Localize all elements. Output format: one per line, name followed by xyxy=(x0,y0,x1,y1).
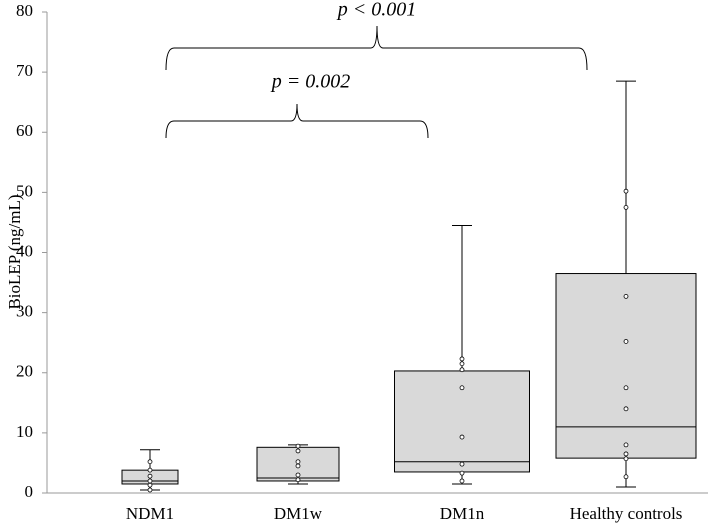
y-tick-label: 10 xyxy=(16,422,33,441)
y-tick-label: 80 xyxy=(16,1,33,20)
data-point xyxy=(147,482,153,488)
data-point xyxy=(147,467,153,473)
data-point xyxy=(623,406,629,412)
data-point xyxy=(623,188,629,194)
data-point xyxy=(623,339,629,344)
y-tick-label: 60 xyxy=(16,121,33,140)
data-point xyxy=(459,461,465,467)
data-point xyxy=(623,442,629,448)
data-point xyxy=(147,459,153,465)
data-point xyxy=(295,448,301,454)
data-point xyxy=(295,472,301,478)
y-tick-label: 70 xyxy=(16,61,33,80)
data-point xyxy=(295,463,301,469)
data-point xyxy=(459,434,465,440)
bracket xyxy=(165,103,429,139)
y-tick-label: 20 xyxy=(16,362,33,381)
box xyxy=(555,273,697,459)
x-tick-label: DM1n xyxy=(440,504,485,523)
x-tick-label: DM1w xyxy=(274,504,323,523)
y-axis-label: BioLEP (ng/mL) xyxy=(5,194,24,309)
data-point xyxy=(295,443,301,449)
data-point xyxy=(459,470,465,476)
data-point xyxy=(623,456,629,462)
y-tick-label: 0 xyxy=(25,482,34,501)
data-point xyxy=(295,477,301,483)
data-point xyxy=(459,385,465,391)
data-point xyxy=(623,385,629,391)
y-tick-label: 50 xyxy=(16,181,33,200)
data-point xyxy=(623,474,629,480)
data-point xyxy=(147,478,153,484)
annotation: p = 0.002 xyxy=(270,71,351,93)
data-point xyxy=(459,367,465,373)
data-point xyxy=(147,473,153,479)
y-tick-label: 30 xyxy=(16,302,33,321)
bracket xyxy=(165,25,588,71)
annotation: p < 0.001 xyxy=(336,0,417,21)
data-point xyxy=(295,459,301,465)
data-point xyxy=(623,451,629,457)
data-point xyxy=(147,487,153,493)
data-point xyxy=(459,478,465,484)
y-tick-label: 40 xyxy=(16,241,33,260)
data-point xyxy=(459,361,465,367)
x-tick-label: Healthy controls xyxy=(570,504,683,523)
data-point xyxy=(459,356,465,362)
data-point xyxy=(623,293,629,299)
x-tick-label: NDM1 xyxy=(126,504,174,523)
data-point xyxy=(623,205,629,210)
